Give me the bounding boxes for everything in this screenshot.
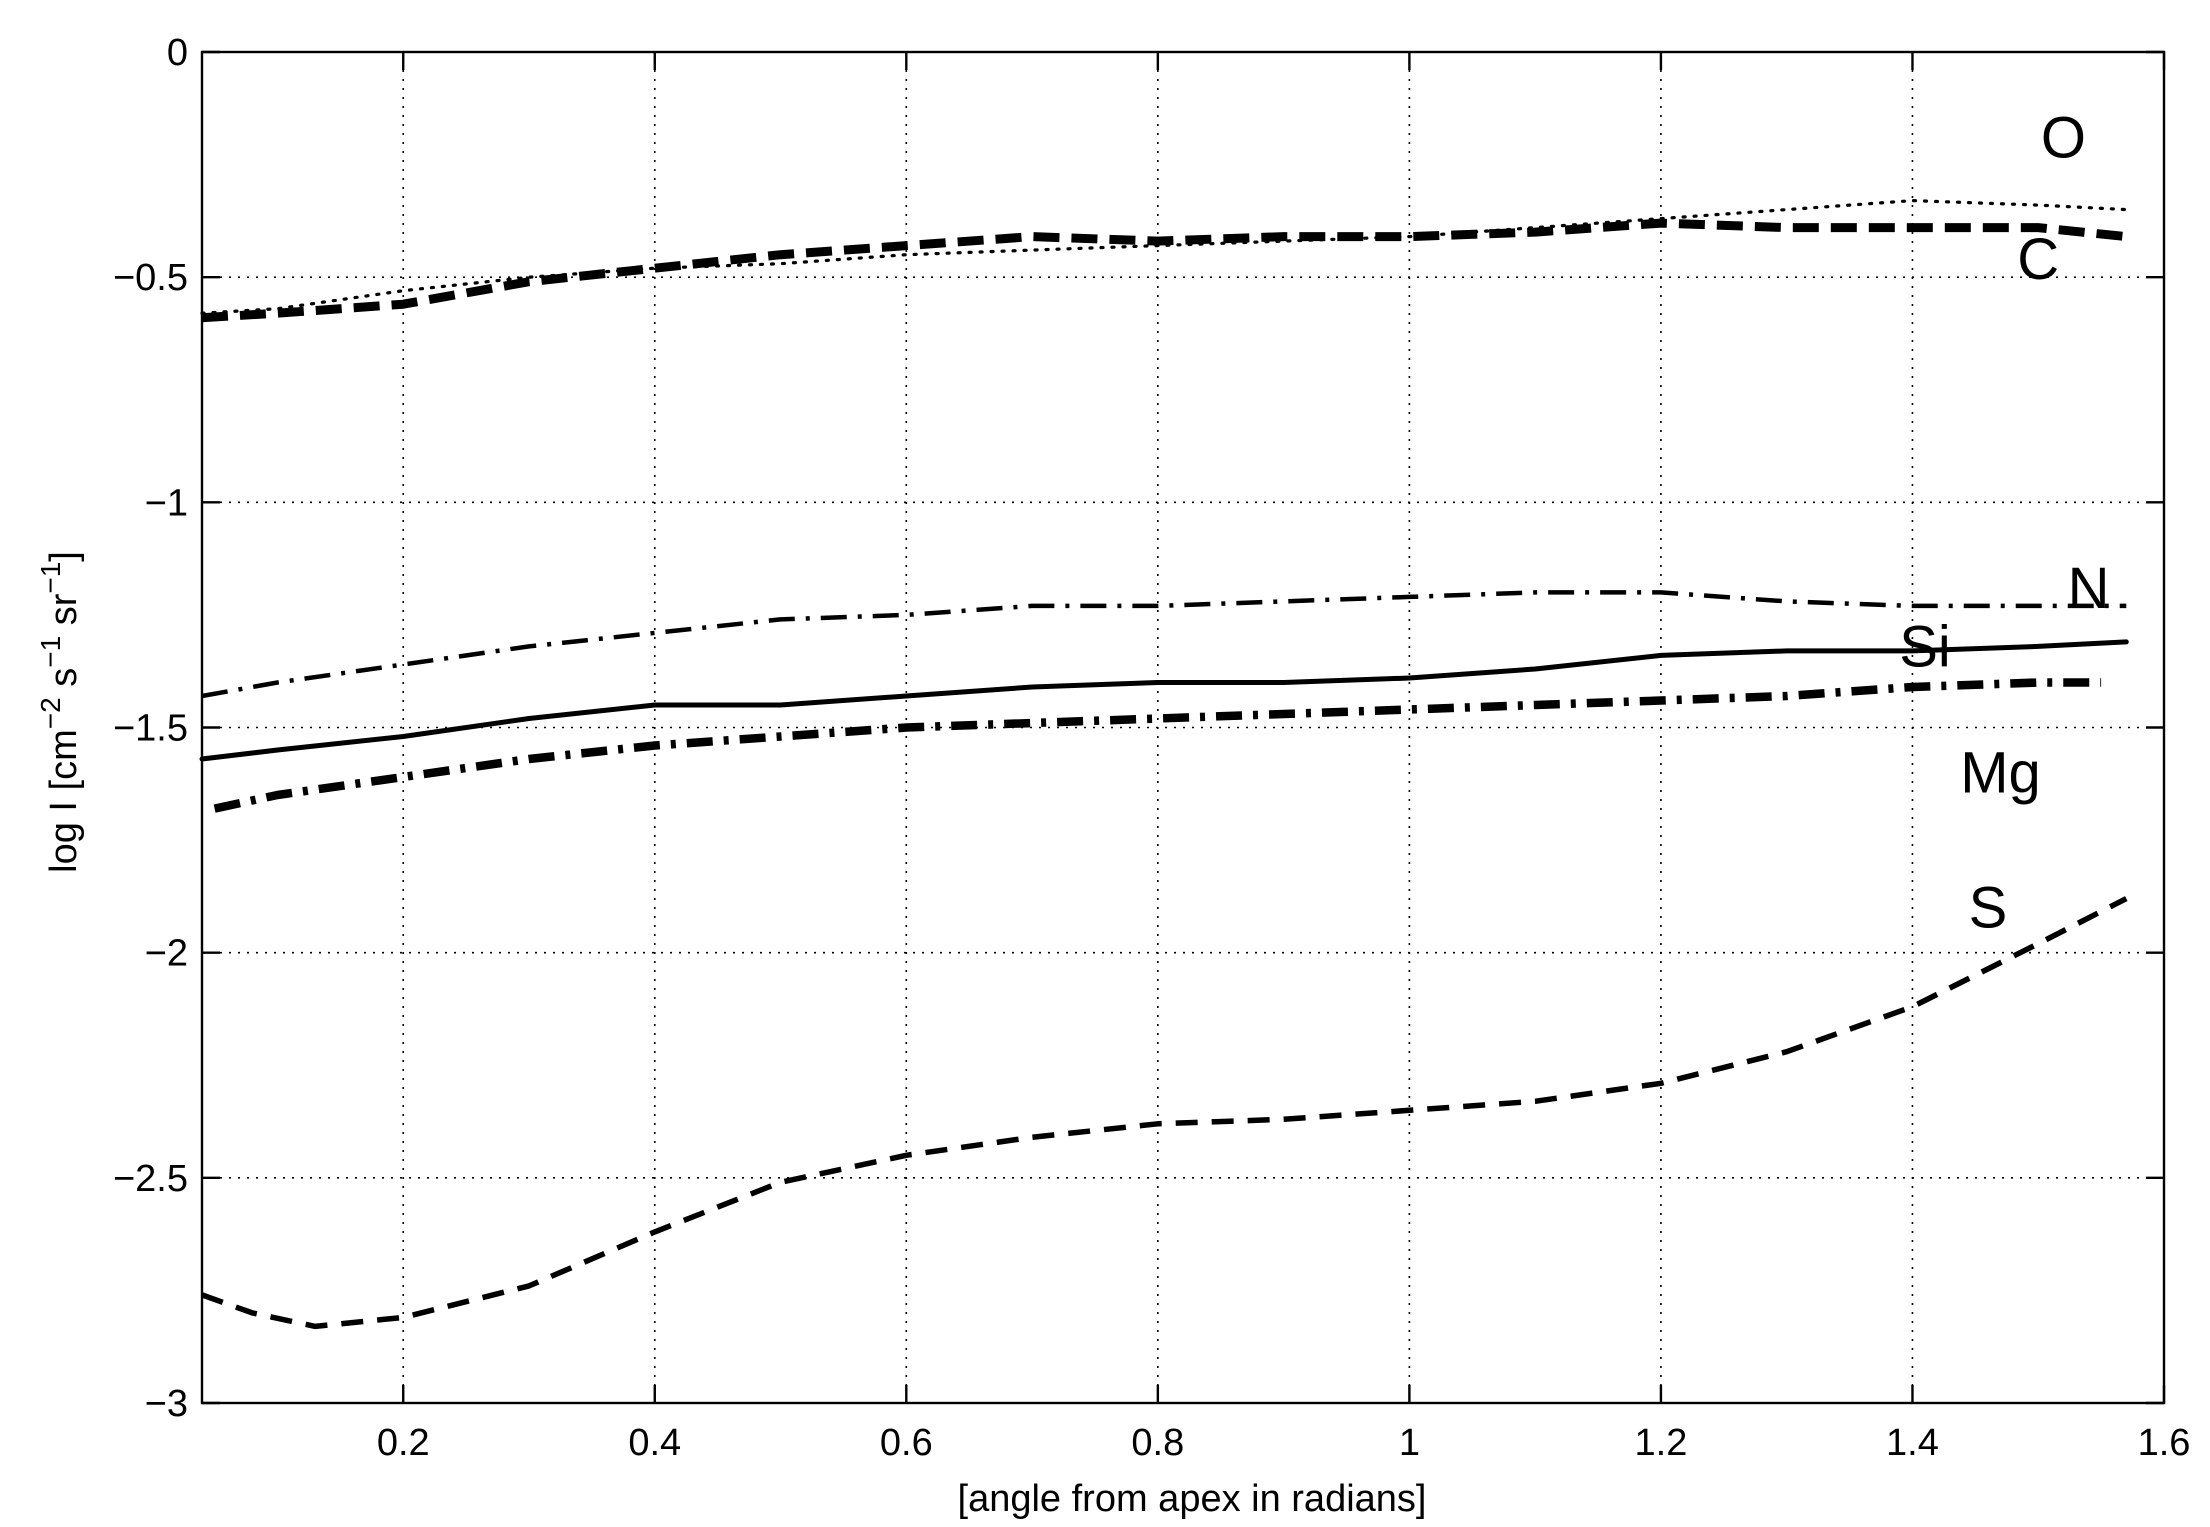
series-line-o xyxy=(200,199,2128,315)
x-tick-label: 0.2 xyxy=(377,1422,430,1464)
x-tick-label: 1.6 xyxy=(2138,1422,2191,1464)
series-label-c: C xyxy=(2017,227,2059,292)
y-axis-label-exp-2: −1 xyxy=(35,636,66,668)
x-tick-label: 0.8 xyxy=(1131,1422,1184,1464)
y-tick-label: −2.5 xyxy=(113,1158,188,1200)
axis-ticks xyxy=(202,50,2166,1405)
series-lines xyxy=(199,199,2129,1330)
y-tick-label: −1.5 xyxy=(113,708,188,750)
y-axis-label-end: ] xyxy=(43,551,85,562)
x-tick-label: 0.6 xyxy=(880,1422,933,1464)
y-axis-label-exp-3: −1 xyxy=(35,562,66,594)
x-tick-label: 1.2 xyxy=(1635,1422,1688,1464)
series-label-si: Si xyxy=(1899,614,1951,679)
y-tick-label: −2 xyxy=(145,933,188,975)
y-axis-label-mid-2: sr xyxy=(43,593,85,636)
y-tick-label: −3 xyxy=(145,1383,188,1425)
y-tick-label: 0 xyxy=(167,32,188,74)
series-line-n xyxy=(201,590,2127,699)
series-label-o: O xyxy=(2041,106,2086,171)
x-tick-label: 0.4 xyxy=(628,1422,681,1464)
series-label-mg: Mg xyxy=(1960,741,2041,806)
y-axis-label: log I [cm−2 s−1 sr−1] xyxy=(35,551,85,873)
series-label-n: N xyxy=(2068,556,2110,621)
series-label-s: S xyxy=(1969,876,2008,941)
x-axis-label: [angle from apex in radians] xyxy=(958,1478,1427,1520)
y-axis-label-mid-1: s xyxy=(43,668,85,698)
y-axis-label-exp-1: −2 xyxy=(35,697,66,729)
series-line-mg xyxy=(213,678,2102,813)
y-tick-label: −0.5 xyxy=(113,257,188,299)
series-line-c xyxy=(201,218,2127,323)
x-tick-label: 1 xyxy=(1399,1422,1420,1464)
y-axis-label-main: log I [cm xyxy=(43,729,85,873)
tick-labels: 0.2 0.4 0.6 0.8 1 1.2 1.4 1.6 0 −0.5 −1 −1.5 −2 −2.5 −… xyxy=(113,32,2190,1464)
series-line-si xyxy=(199,639,2129,762)
x-tick-label: 1.4 xyxy=(1886,1422,1939,1464)
series-line-s xyxy=(201,896,2128,1330)
y-tick-label: −1 xyxy=(145,482,188,524)
